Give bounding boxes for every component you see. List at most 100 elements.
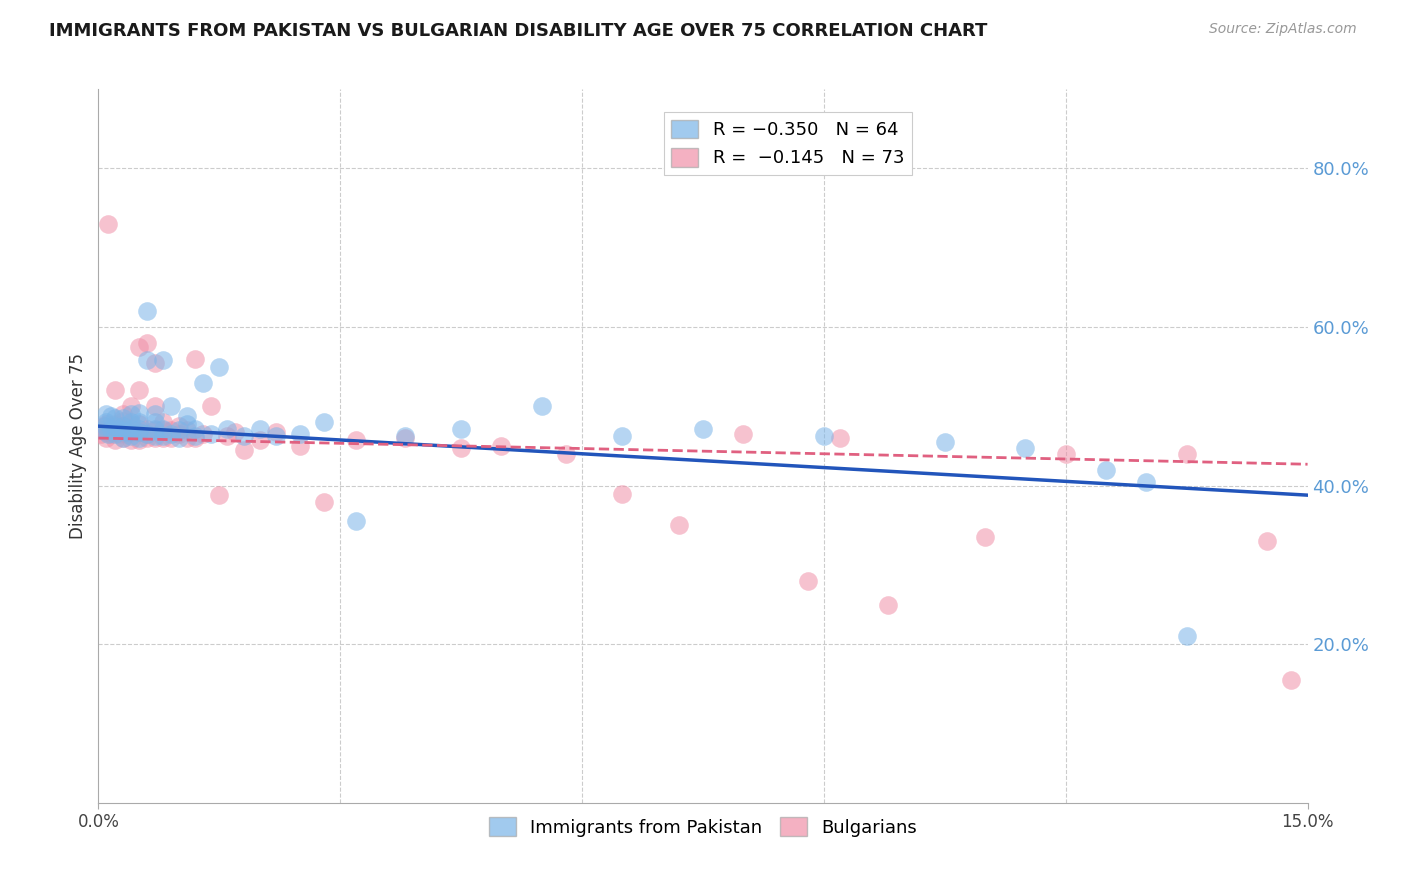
Point — [167, 419, 190, 434]
Point — [344, 433, 367, 447]
Point — [217, 421, 239, 435]
Point — [184, 429, 207, 443]
Point — [111, 431, 134, 445]
Point — [120, 415, 142, 429]
Point — [96, 431, 118, 445]
Point — [612, 429, 634, 443]
Point — [120, 400, 142, 414]
Point — [103, 425, 125, 439]
Point — [103, 427, 125, 442]
Point — [176, 423, 198, 437]
Point — [128, 425, 150, 439]
Point — [797, 574, 820, 588]
Point — [167, 427, 190, 442]
Point — [96, 425, 118, 439]
Point — [115, 425, 138, 439]
Point — [103, 419, 125, 434]
Point — [450, 441, 472, 455]
Point — [232, 442, 254, 457]
Point — [111, 431, 134, 445]
Point — [152, 429, 174, 443]
Point — [152, 421, 174, 435]
Point — [120, 407, 142, 421]
Point — [107, 423, 129, 437]
Point — [828, 431, 851, 445]
Point — [120, 421, 142, 435]
Point — [135, 335, 157, 350]
Point — [143, 423, 166, 437]
Point — [200, 427, 222, 442]
Point — [530, 400, 553, 414]
Point — [93, 419, 115, 434]
Point — [176, 409, 198, 423]
Point — [128, 433, 150, 447]
Point — [1095, 463, 1118, 477]
Point — [344, 514, 367, 528]
Point — [128, 406, 150, 420]
Point — [217, 429, 239, 443]
Point — [224, 425, 246, 439]
Point — [232, 429, 254, 443]
Point — [128, 421, 150, 435]
Point — [120, 417, 142, 431]
Point — [491, 439, 513, 453]
Point — [120, 425, 142, 439]
Point — [314, 494, 336, 508]
Point — [733, 427, 755, 442]
Point — [111, 411, 134, 425]
Point — [128, 425, 150, 439]
Point — [111, 414, 134, 428]
Point — [160, 431, 183, 445]
Point — [128, 384, 150, 398]
Point — [111, 423, 134, 437]
Point — [200, 400, 222, 414]
Point — [135, 427, 157, 442]
Point — [143, 421, 166, 435]
Point — [96, 415, 118, 429]
Point — [103, 417, 125, 431]
Point — [877, 598, 900, 612]
Point — [143, 429, 166, 443]
Y-axis label: Disability Age Over 75: Disability Age Over 75 — [69, 353, 87, 539]
Point — [143, 415, 166, 429]
Point — [555, 447, 578, 461]
Point — [135, 353, 157, 368]
Point — [135, 304, 157, 318]
Point — [974, 530, 997, 544]
Point — [1054, 447, 1077, 461]
Point — [160, 427, 183, 442]
Point — [128, 431, 150, 445]
Point — [100, 427, 122, 442]
Point — [96, 417, 118, 431]
Point — [91, 423, 114, 437]
Point — [152, 431, 174, 445]
Point — [249, 421, 271, 435]
Point — [184, 431, 207, 445]
Point — [450, 421, 472, 435]
Point — [143, 400, 166, 414]
Point — [90, 427, 112, 442]
Point — [107, 427, 129, 442]
Point — [193, 376, 215, 390]
Point — [100, 409, 122, 423]
Point — [128, 417, 150, 431]
Point — [143, 407, 166, 421]
Text: IMMIGRANTS FROM PAKISTAN VS BULGARIAN DISABILITY AGE OVER 75 CORRELATION CHART: IMMIGRANTS FROM PAKISTAN VS BULGARIAN DI… — [49, 22, 987, 40]
Point — [264, 425, 287, 439]
Point — [152, 423, 174, 437]
Point — [97, 217, 120, 231]
Point — [97, 427, 120, 442]
Point — [143, 356, 166, 370]
Point — [668, 518, 690, 533]
Point — [143, 431, 166, 445]
Point — [94, 419, 117, 434]
Point — [314, 415, 336, 429]
Point — [1135, 475, 1157, 489]
Point — [1256, 534, 1278, 549]
Point — [288, 439, 311, 453]
Point — [176, 417, 198, 431]
Point — [103, 384, 125, 398]
Point — [1175, 447, 1198, 461]
Point — [103, 411, 125, 425]
Point — [692, 421, 714, 435]
